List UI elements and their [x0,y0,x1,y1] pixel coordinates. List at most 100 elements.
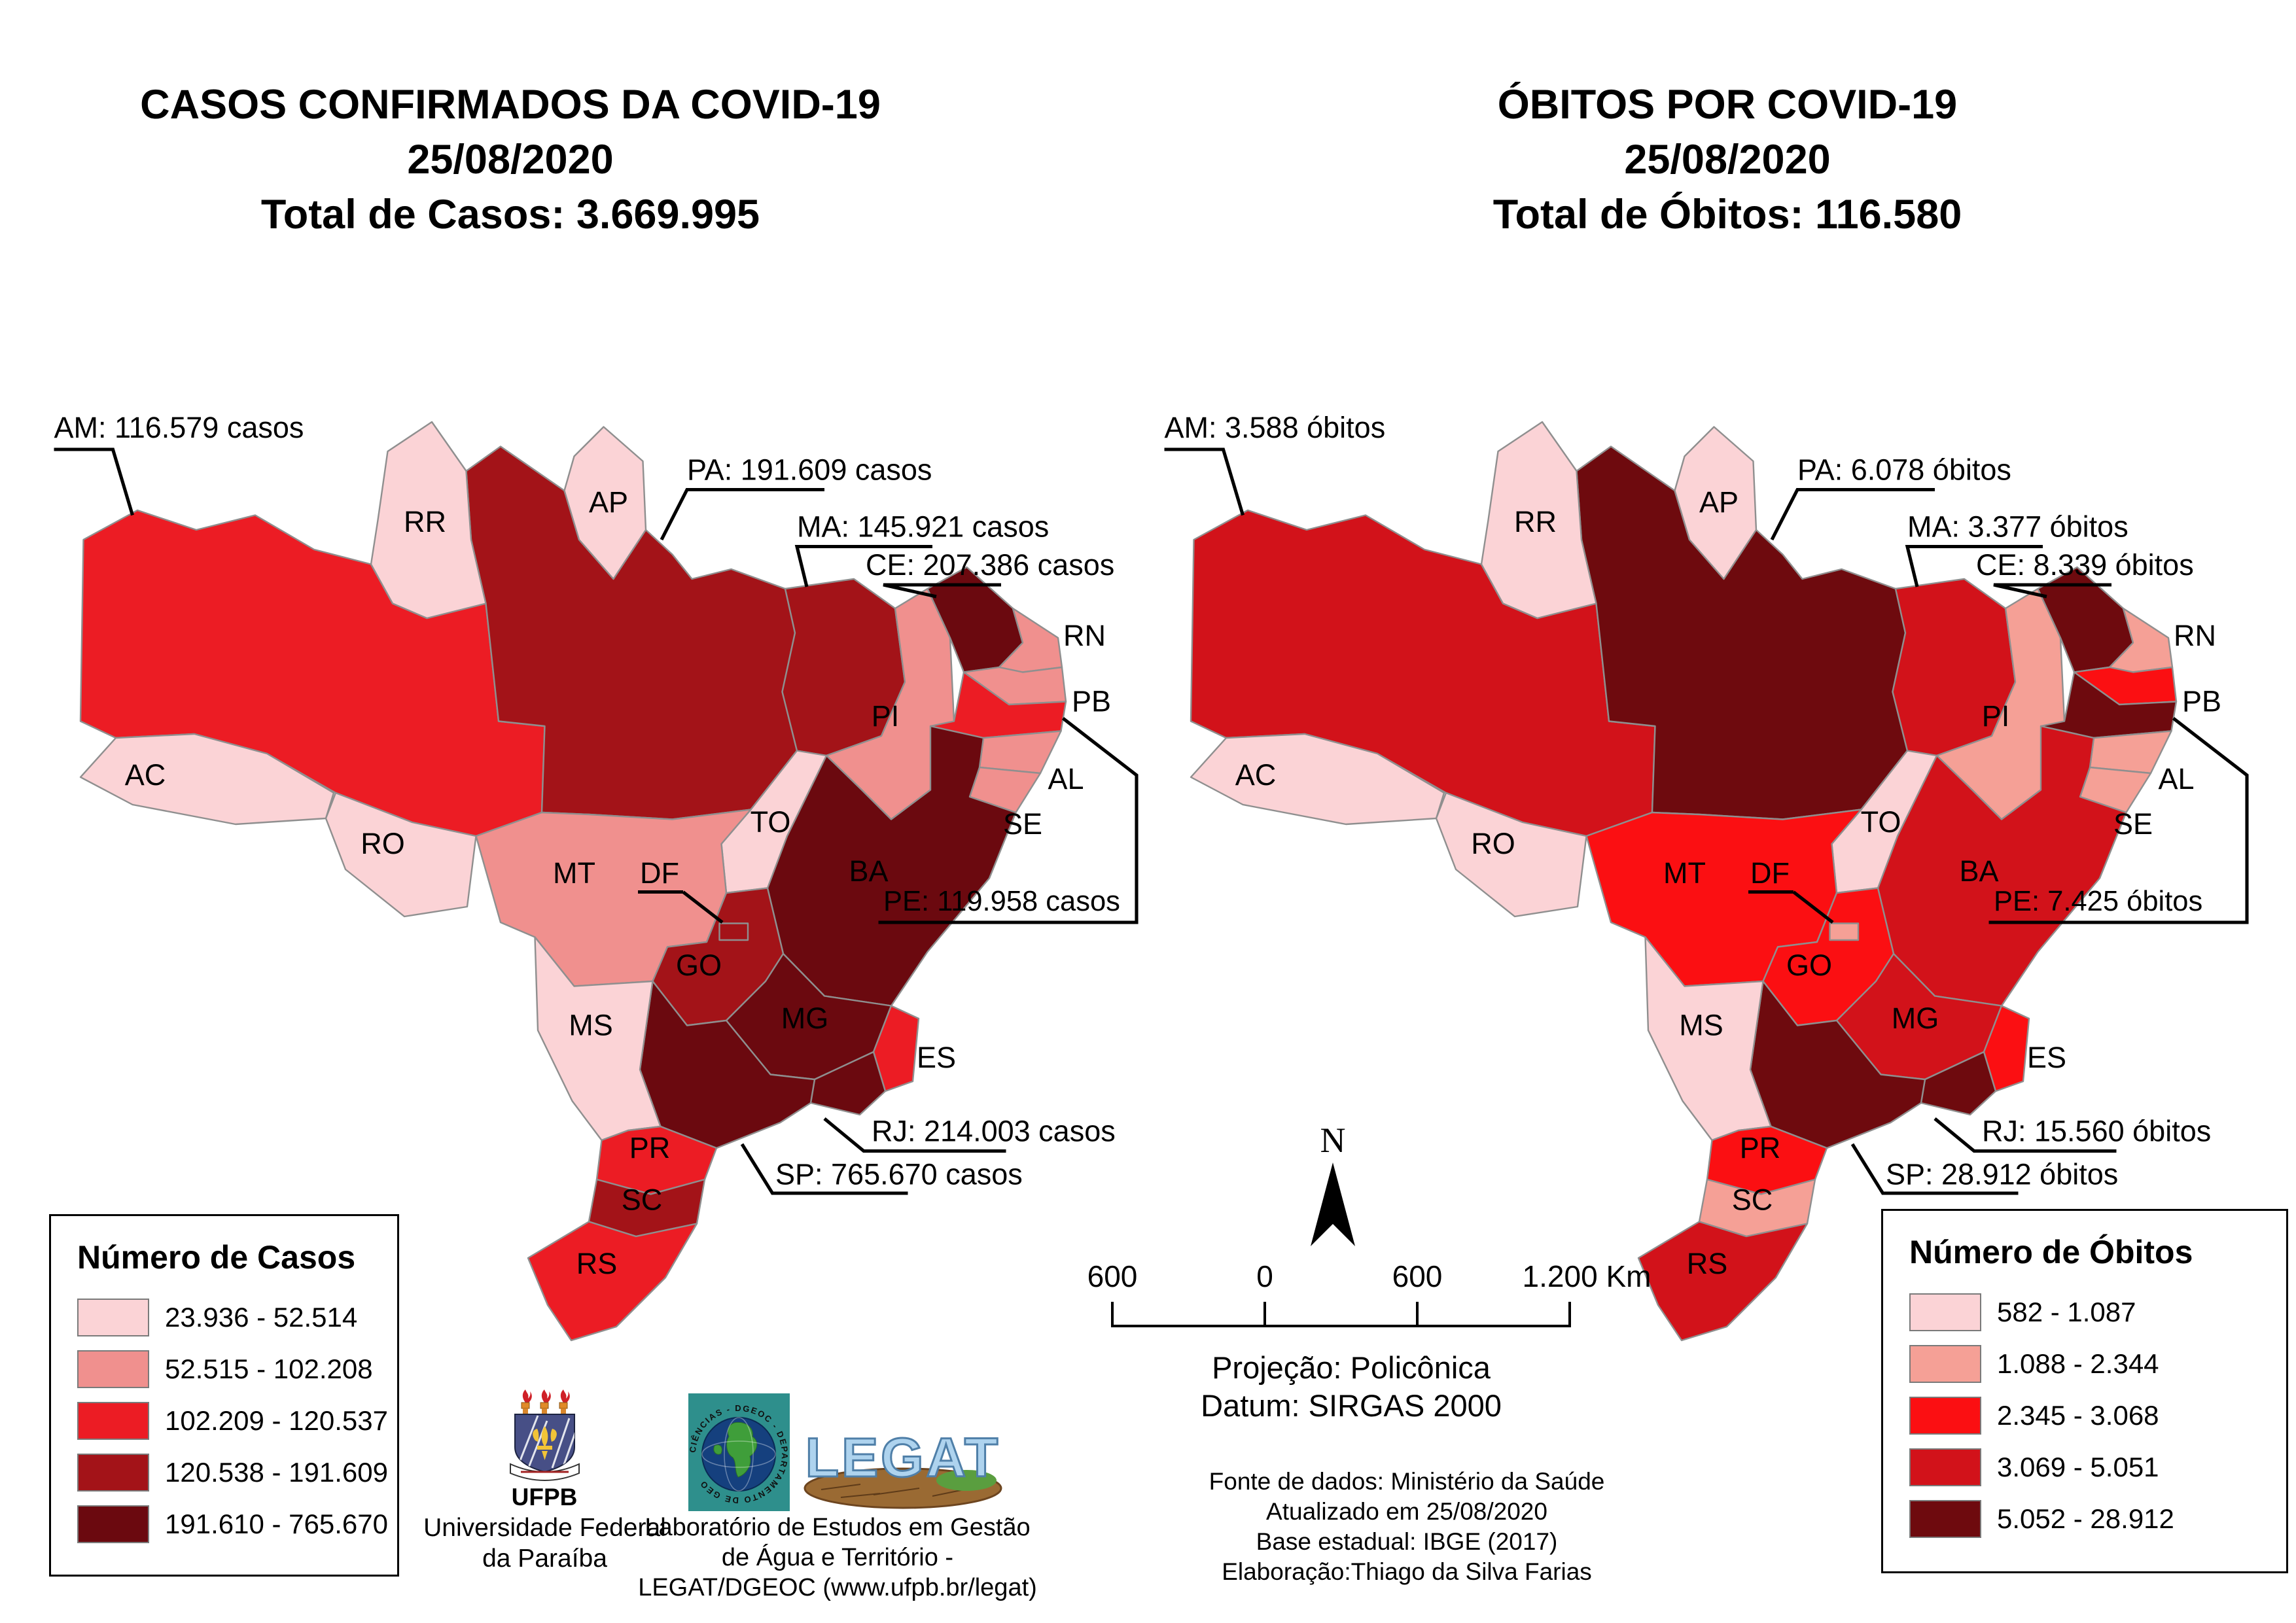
deaths-legend-items: 582 - 1.087 1.088 - 2.344 2.345 - 3.068 3.0… [1909,1293,2280,1538]
annotation-RJ: RJ: 15.560 óbitos [1982,1115,2211,1148]
leader-line-PA [1770,487,1935,541]
annotation-PA: PA: 6.078 óbitos [1797,453,2011,487]
legend-range-label: 23.936 - 52.514 [165,1302,358,1333]
state-AP-shape [563,426,647,580]
state-MG-label: MG [781,1002,829,1035]
leader-line-CE [883,583,1001,599]
cases-legend: Número de Casos 23.936 - 52.514 52.515 - … [49,1214,399,1577]
cases-title-line1: CASOS CONFIRMADOS DA COVID-19 [140,82,881,128]
df-pointer-line [1792,890,1834,924]
state-AC-shape [79,733,335,826]
legend-swatch [77,1350,149,1388]
legend-swatch [1909,1500,1981,1538]
state-BA-label: BA [849,854,888,888]
cases-legend-item-3: 102.209 - 120.537 [77,1402,391,1440]
cases-legend-item-5: 191.610 - 765.670 [77,1505,391,1543]
state-MT-label: MT [553,856,595,890]
state-AC-label: AC [1235,758,1277,792]
legend-range-label: 3.069 - 5.051 [1997,1452,2159,1482]
state-DF-label: DF [640,856,679,890]
state-BA-label: BA [1959,854,1998,888]
state-MG-label: MG [1892,1002,1939,1035]
state-RR-shape [370,421,487,620]
state-PI-label: PI [1982,699,2010,733]
state-MS-label: MS [1679,1009,1723,1042]
legend-swatch [77,1299,149,1336]
lab-name: Laboratório de Estudos em Gestão de Água… [625,1512,1050,1603]
state-TO-label: TO [751,805,791,839]
north-arrow-icon: N [1311,1122,1355,1246]
state-PB-label: PB [1072,685,1111,718]
scale-tick-label: 1.200 Km [1523,1259,1651,1293]
state-ES-shape [872,1005,920,1092]
deaths-legend-item-4: 3.069 - 5.051 [1909,1448,2280,1486]
leader-line-RJ [1934,1117,2117,1153]
state-RN-label: RN [2174,619,2216,652]
annotation-PA: PA: 191.609 casos [687,453,932,487]
state-AP-label: AP [589,485,628,519]
state-AP-label: AP [1699,485,1739,519]
annotation-MA: MA: 3.377 óbitos [1907,510,2128,544]
leader-line-PE [1988,716,2249,924]
north-label: N [1320,1122,1346,1160]
scale-tick-label: 0 [1256,1259,1273,1293]
annotation-MA: MA: 145.921 casos [797,510,1049,544]
fleur-de-lis-icon [533,1426,557,1460]
lab-line2: de Água e Território - [721,1544,954,1571]
cases-legend-item-2: 52.515 - 102.208 [77,1350,391,1388]
university-name: Universidade Federal da Paraíba [412,1512,677,1574]
cases-map: RR AP AC RO MT TO PI RN PB AL SE BA GO MS MG ES PR SC RS DF… [39,393,1178,1384]
ufpb-shield [514,1414,575,1473]
deaths-legend-title: Número de Óbitos [1909,1234,2193,1270]
state-TO-label: TO [1861,805,1901,839]
legend-swatch [77,1454,149,1492]
state-RO-shape [1435,792,1587,918]
state-DF-label: DF [1750,856,1790,890]
deaths-legend-item-2: 1.088 - 2.344 [1909,1345,2280,1383]
leader-line-AM [54,447,134,516]
state-GO-label: GO [1786,949,1832,982]
annotation-AM: AM: 116.579 casos [54,411,304,444]
scale-tick-label: 600 [1087,1259,1138,1293]
deaths-map-title: ÓBITOS POR COVID-19 25/08/2020 Total de … [1335,77,2120,242]
leader-line-PA [660,487,824,541]
leader-line-PE [878,716,1139,924]
legend-range-label: 191.610 - 765.670 [165,1509,388,1539]
source-line3: Base estadual: IBGE (2017) [1256,1528,1558,1555]
projection-info: Projeção: Policônica Datum: SIRGAS 2000 [1086,1349,1616,1425]
legend-range-label: 52.515 - 102.208 [165,1353,373,1384]
state-SE-label: SE [2113,807,2153,841]
cases-map-title: CASOS CONFIRMADOS DA COVID-19 25/08/2020… [118,77,903,242]
legend-swatch [77,1402,149,1440]
state-SE-label: SE [1003,807,1042,841]
state-ES-shape [1983,1005,2030,1092]
state-RO-shape [325,792,477,918]
state-DF-shape [1829,922,1860,941]
legend-range-label: 120.538 - 191.609 [165,1457,388,1488]
university-line2: da Paraíba [482,1544,607,1573]
deaths-title-line1: ÓBITOS POR COVID-19 [1497,82,1958,128]
scale-tick-label: 600 [1392,1259,1443,1293]
cases-legend-items: 23.936 - 52.514 52.515 - 102.208 102.209 -… [77,1299,391,1543]
deaths-legend-item-3: 2.345 - 3.068 [1909,1397,2280,1435]
leader-line-CE [1993,583,2111,599]
state-PB-label: PB [2182,685,2221,718]
leader-line-RJ [823,1117,1006,1153]
datum-line: Datum: SIRGAS 2000 [1201,1388,1502,1423]
legend-range-label: 102.209 - 120.537 [165,1405,388,1436]
ufpb-torches [521,1389,570,1416]
legend-range-label: 5.052 - 28.912 [1997,1503,2174,1534]
legend-swatch [1909,1397,1981,1435]
df-pointer-line [682,890,724,924]
deaths-title-date: 25/08/2020 [1624,137,1831,183]
ufpb-crest-icon [510,1389,580,1481]
legend-range-label: 1.088 - 2.344 [1997,1348,2159,1379]
state-GO-label: GO [676,949,722,982]
state-RN-label: RN [1063,619,1106,652]
legat-logo-icon: LEGAT [804,1426,1002,1509]
legend-range-label: 2.345 - 3.068 [1997,1400,2159,1431]
dgeoc-globe-icon: CIÊNCIAS - DGEOC - DEPARTAMENTO DE GEO [688,1393,790,1511]
state-AC-shape [1190,733,1445,826]
